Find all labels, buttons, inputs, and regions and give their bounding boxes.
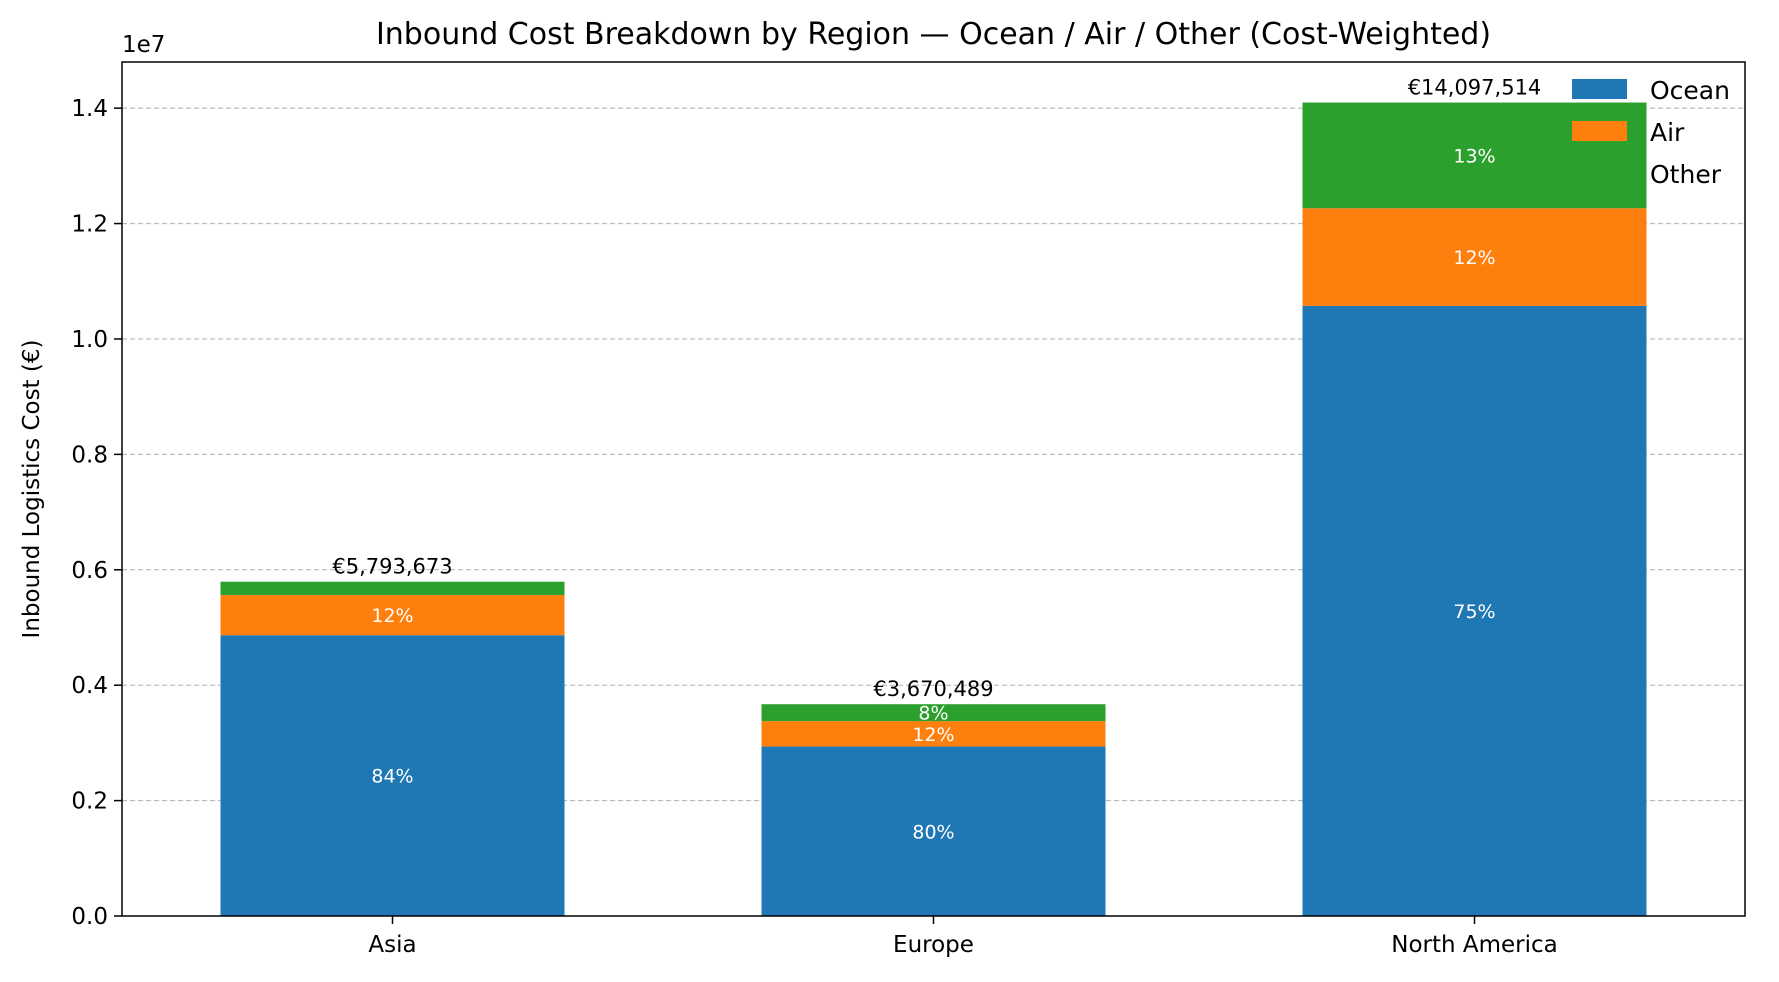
bar-other-asia [220, 581, 565, 596]
segment-label: 12% [912, 724, 954, 746]
bar-ocean-asia [220, 635, 565, 916]
bar-ocean-north-america [1302, 305, 1647, 916]
segment-label: 13% [1453, 145, 1495, 167]
bar-air-north-america [1302, 208, 1647, 306]
segment-label: 12% [371, 605, 413, 627]
bar-ocean-europe [761, 746, 1106, 916]
legend-swatch-ocean [1572, 79, 1627, 99]
segment-label: 84% [371, 766, 413, 788]
bar-air-europe [761, 721, 1106, 747]
bar-labels: 84%12%€5,793,67380%12%8%€3,670,48975%12%… [332, 76, 1541, 844]
y-tick-label: 1.0 [71, 327, 108, 353]
total-label: €5,793,673 [332, 555, 452, 579]
legend-label-other: Other [1650, 160, 1722, 189]
y-tick-label: 0.4 [71, 673, 108, 699]
legend: Ocean Air Other [1572, 76, 1730, 189]
segment-label: 8% [918, 703, 948, 725]
y-axis-label: Inbound Logistics Cost (€) [19, 340, 45, 639]
bar-other-north-america [1302, 102, 1647, 209]
y-tick-label: 0.6 [71, 558, 108, 584]
legend-swatch-air [1572, 121, 1627, 141]
bar-air-asia [220, 595, 565, 636]
axes: 0.0 0.2 0.4 0.6 0.8 1.0 1.2 1.4 Asia Europe North … [71, 61, 1746, 958]
x-tick-label: Asia [368, 932, 416, 958]
y-tick-label: 0.2 [71, 789, 108, 815]
y-axis-exponent: 1e7 [122, 32, 165, 58]
segment-label: 80% [912, 821, 954, 843]
y-tick-label: 0.0 [71, 904, 108, 930]
y-tick-label: 1.2 [71, 212, 108, 238]
y-tick-label: 1.4 [71, 96, 108, 122]
legend-label-ocean: Ocean [1650, 76, 1730, 105]
chart-title: Inbound Cost Breakdown by Region — Ocean… [376, 17, 1491, 52]
bar-other-europe [761, 704, 1106, 722]
x-tick-label: North America [1391, 932, 1558, 958]
segment-label: 75% [1453, 601, 1495, 623]
segment-label: 12% [1453, 247, 1495, 269]
x-tick-label: Europe [893, 932, 974, 958]
legend-label-air: Air [1650, 118, 1685, 147]
y-tick-label: 0.8 [71, 442, 108, 468]
total-label: €14,097,514 [1408, 76, 1542, 100]
total-label: €3,670,489 [873, 677, 993, 701]
bars [220, 102, 1647, 916]
